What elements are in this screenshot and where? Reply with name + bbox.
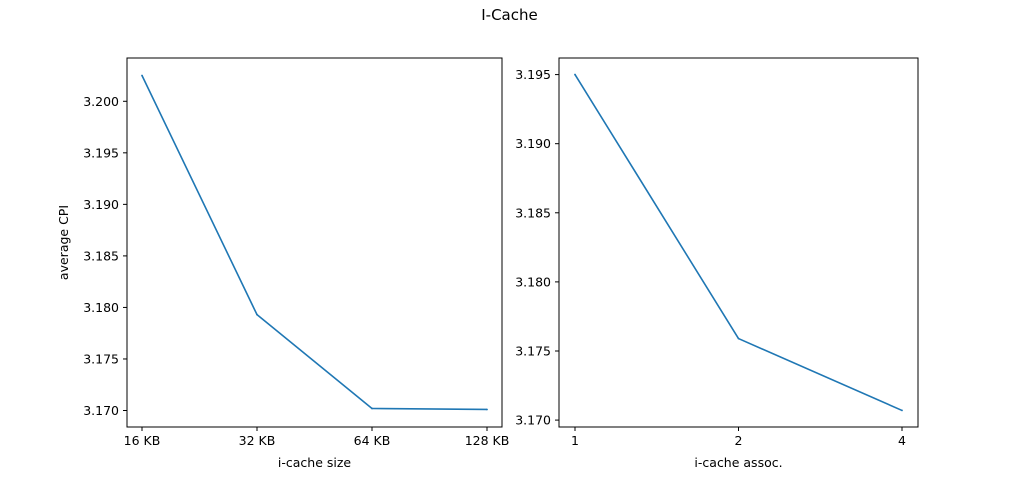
figure-title: I-Cache	[481, 6, 538, 24]
y-tick-label: 3.180	[515, 274, 551, 289]
y-tick-label: 3.190	[515, 136, 551, 151]
y-tick-label: 3.195	[515, 67, 551, 82]
y-tick-label: 3.185	[83, 248, 119, 263]
data-point	[256, 313, 258, 316]
y-tick-label: 3.175	[515, 343, 551, 358]
x-tick-label: 16 KB	[124, 433, 161, 448]
y-tick-label: 3.170	[515, 413, 551, 428]
y-tick-label: 3.180	[83, 300, 119, 315]
data-point	[574, 73, 576, 76]
y-tick-label: 3.195	[83, 145, 119, 160]
x-tick-label: 4	[898, 433, 906, 448]
plot-panel-2: 1 2 4 3.170 3.175 3.180 3.185 3.190 3.195 i-cache…	[515, 57, 919, 470]
y-tick-label: 3.190	[83, 197, 119, 212]
x-tick-label: 32 KB	[239, 433, 276, 448]
axes-frame	[558, 57, 919, 428]
data-point	[371, 407, 373, 410]
y-tick-label: 3.175	[83, 351, 119, 366]
x-axis-label: i-cache assoc.	[694, 455, 782, 470]
y-tick-label: 3.200	[83, 94, 119, 109]
data-point	[141, 74, 143, 77]
plot-panel-1: 16 KB 32 KB 64 KB 128 KB 3.170 3.175 3.180 3.18…	[56, 57, 510, 470]
x-tick-label: 2	[735, 433, 743, 448]
series-line	[574, 74, 903, 412]
x-axis-label: i-cache size	[278, 455, 352, 470]
x-tick-label: 128 KB	[465, 433, 510, 448]
data-point	[901, 409, 903, 412]
x-tick-label: 1	[571, 433, 579, 448]
series-line	[141, 75, 488, 411]
axes-frame	[126, 57, 503, 428]
y-axis-label: average CPI	[56, 205, 71, 280]
y-tick-label: 3.170	[83, 403, 119, 418]
data-point	[486, 408, 488, 411]
y-tick-label: 3.185	[515, 205, 551, 220]
x-tick-label: 64 KB	[354, 433, 391, 448]
data-point	[737, 337, 740, 340]
